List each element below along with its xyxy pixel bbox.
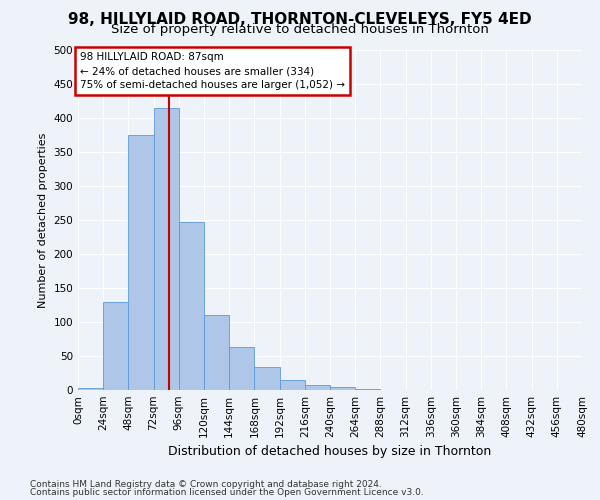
Bar <box>254 367 280 390</box>
Bar <box>204 315 229 390</box>
Y-axis label: Number of detached properties: Number of detached properties <box>38 132 48 308</box>
X-axis label: Distribution of detached houses by size in Thornton: Distribution of detached houses by size … <box>169 446 491 458</box>
Bar <box>78 388 103 390</box>
Bar <box>103 302 128 390</box>
Bar <box>280 380 305 390</box>
Text: 98 HILLYLAID ROAD: 87sqm
← 24% of detached houses are smaller (334)
75% of semi-: 98 HILLYLAID ROAD: 87sqm ← 24% of detach… <box>80 52 345 90</box>
Text: Size of property relative to detached houses in Thornton: Size of property relative to detached ho… <box>111 22 489 36</box>
Bar <box>179 222 204 390</box>
Bar <box>154 108 179 390</box>
Text: Contains public sector information licensed under the Open Government Licence v3: Contains public sector information licen… <box>30 488 424 497</box>
Bar <box>305 385 330 390</box>
Bar <box>128 135 154 390</box>
Bar <box>330 386 355 390</box>
Text: 98, HILLYLAID ROAD, THORNTON-CLEVELEYS, FY5 4ED: 98, HILLYLAID ROAD, THORNTON-CLEVELEYS, … <box>68 12 532 28</box>
Bar <box>229 347 254 390</box>
Text: Contains HM Land Registry data © Crown copyright and database right 2024.: Contains HM Land Registry data © Crown c… <box>30 480 382 489</box>
